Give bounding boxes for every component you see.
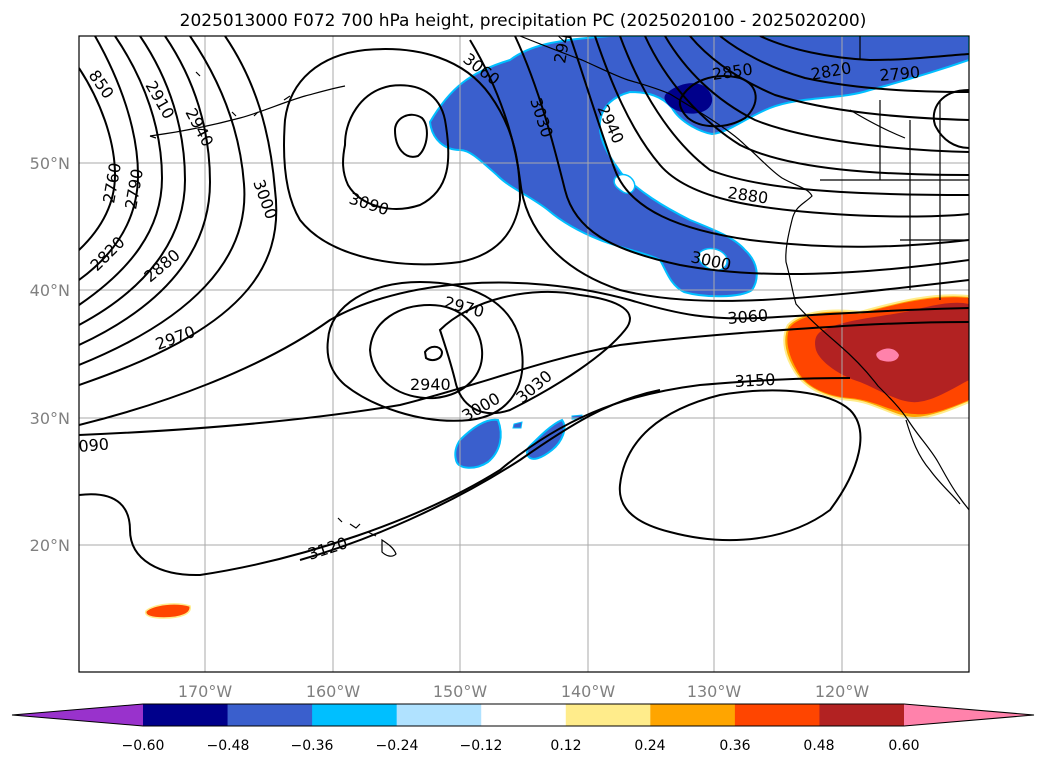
lat-tick-label: 30°N [30,409,70,428]
lat-tick-label: 40°N [30,281,70,300]
longitude-tick-labels: 170°W 160°W 150°W 140°W 130°W 120°W [178,682,870,701]
colorbar-segment [819,704,905,726]
lon-tick-label: 170°W [178,682,233,701]
lon-tick-label: 140°W [561,682,616,701]
colorbar-extend-low [12,704,143,726]
colorbar-tick-labels: −0.60 −0.48 −0.36 −0.24 −0.12 0.12 0.24 … [122,738,920,754]
lon-tick-label: 130°W [687,682,742,701]
colorbar-segments [11,703,1035,727]
colorbar-extend-high [904,704,1034,726]
lon-tick-label: 120°W [815,682,870,701]
lat-tick-label: 20°N [30,536,70,555]
colorbar-segment [396,704,482,726]
contour-label: 3150 [734,370,776,391]
lat-tick-label: 50°N [30,154,70,173]
colorbar-tick-label: 0.60 [888,738,919,754]
colorbar-segment [312,704,398,726]
contour-label: 2940 [410,375,451,394]
colorbar-tick-label: −0.36 [291,738,334,754]
map-gridlines [79,36,969,672]
height-contours [79,36,969,577]
latitude-tick-labels: 50°N 40°N 30°N 20°N [30,154,70,555]
colorbar: −0.60 −0.48 −0.36 −0.24 −0.12 0.12 0.24 … [11,703,1035,754]
precip-negative-region-gulf-of-alaska [428,36,969,298]
lon-tick-label: 150°W [433,682,488,701]
colorbar-tick-label: 0.24 [634,738,665,754]
colorbar-tick-label: −0.12 [460,738,503,754]
colorbar-outline [11,703,1035,727]
colorbar-tick-label: −0.24 [376,738,419,754]
colorbar-tick-label: −0.48 [207,738,250,754]
lon-tick-label: 160°W [306,682,361,701]
colorbar-segment [227,704,313,726]
contour-label: 2790 [879,63,921,85]
coastlines [149,36,969,557]
colorbar-segment [481,704,567,726]
contour-label: 3060 [727,306,769,328]
precip-positive-region-west-pacific [144,603,191,619]
colorbar-tick-label: −0.60 [122,738,165,754]
contour-label: 090 [78,434,110,456]
colorbar-segment [650,704,736,726]
map-title: 2025013000 F072 700 hPa height, precipit… [180,11,867,31]
colorbar-tick-label: 0.36 [719,738,750,754]
map-panel: 850 2910 2940 2760 2790 3000 2820 2880 2… [30,35,970,701]
colorbar-tick-label: 0.48 [803,738,834,754]
colorbar-tick-label: 0.12 [550,738,581,754]
colorbar-segment [565,704,651,726]
colorbar-segment [143,704,229,726]
map-frame [78,35,970,673]
colorbar-segment [734,704,820,726]
